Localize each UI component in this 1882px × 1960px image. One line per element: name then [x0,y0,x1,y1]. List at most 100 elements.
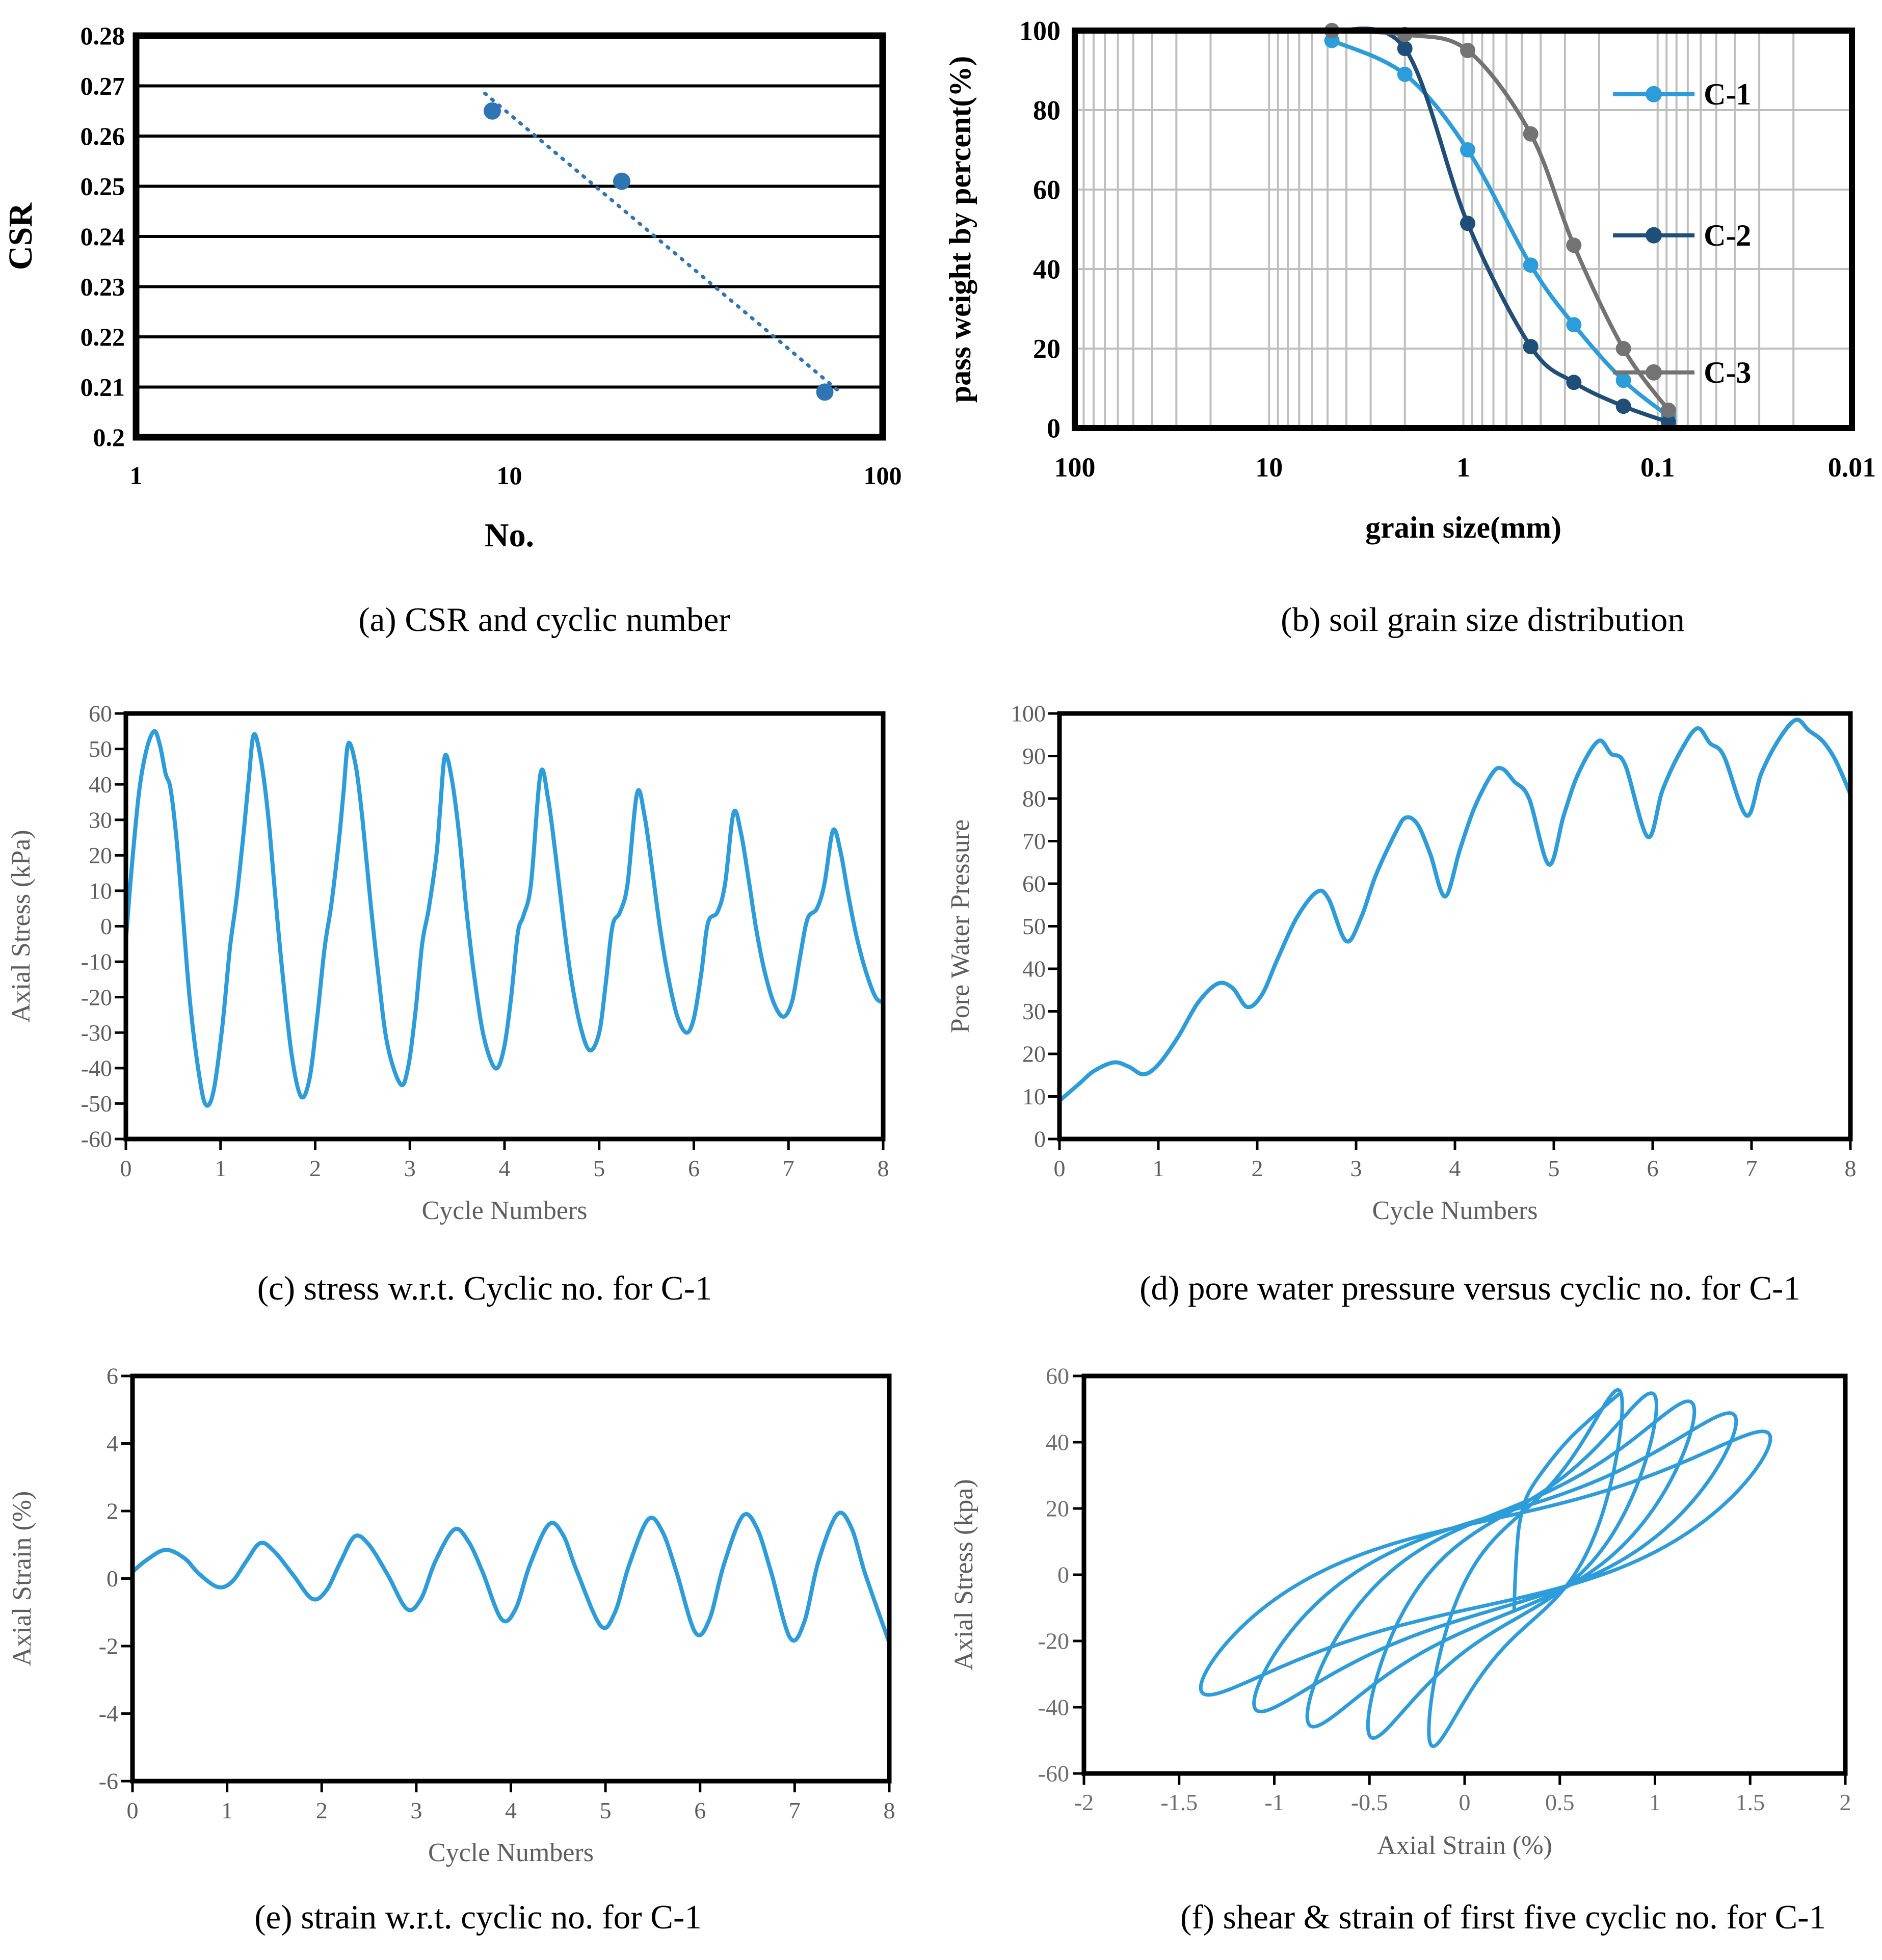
caption-b-text: (b) soil grain size distribution [1281,601,1685,639]
chart-axial-stress-vs-cycles: 0 1 2 3 4 5 6 7 8 -60 -50 -40 -30 -20 -10 0 10 20 30 40 50 60… [7,701,889,1225]
svg-text:5: 5 [600,1797,612,1823]
chart-grain-size-distribution: 100 10 1 0.1 0.01 0 20 40 60 80 100 grain size(mm) p… [943,15,1876,544]
svg-text:Axial Stress (kPa): Axial Stress (kPa) [7,830,36,1022]
svg-text:7: 7 [789,1797,801,1823]
svg-text:Cycle Numbers: Cycle Numbers [428,1838,594,1867]
svg-text:0: 0 [1459,1789,1471,1815]
chart-axial-strain-vs-cycles: 0 1 2 3 4 5 6 7 8 -6 -4 -2 0 2 4 6 Cycle Numbers Axial St… [8,1363,895,1867]
svg-text:0: 0 [1047,413,1061,443]
svg-text:60: 60 [89,701,112,727]
svg-text:0: 0 [1034,1126,1046,1152]
svg-text:40: 40 [1033,254,1061,284]
svg-text:6: 6 [688,1155,700,1181]
svg-text:2: 2 [1840,1789,1851,1815]
svg-text:50: 50 [89,736,112,762]
svg-text:80: 80 [1022,786,1046,812]
chart-csr-vs-cyclic-number: 1 10 100 0.2 0.21 0.22 0.23 0.24 0.25 0.26 0.27 0.2… [2,21,902,554]
caption-e-text: (e) strain w.r.t. cyclic no. for C-1 [254,1898,702,1936]
chart-stress-strain-hysteresis: -2 -1.5 -1 -0.5 0 0.5 1 1.5 2 -60 -40 -20 0 20 40 60 Axi… [949,1363,1851,1860]
svg-text:3: 3 [404,1155,416,1181]
svg-text:-10: -10 [81,949,112,975]
svg-text:7: 7 [783,1155,794,1181]
svg-text:-6: -6 [99,1768,118,1794]
panel-f-hysteresis: -2 -1.5 -1 -0.5 0 0.5 1 1.5 2 -60 -40 -20 0 20 40 60 Axi… [941,1363,1882,1886]
svg-text:40: 40 [89,772,112,798]
svg-text:4: 4 [1449,1155,1461,1181]
svg-text:0.22: 0.22 [81,323,125,351]
caption-f: (f) shear & strain of first five cyclic … [941,1886,1882,1960]
svg-text:-40: -40 [81,1055,112,1081]
svg-text:C-2: C-2 [1704,219,1751,252]
svg-text:1: 1 [1153,1155,1164,1181]
svg-text:grain size(mm): grain size(mm) [1365,511,1561,544]
svg-text:20: 20 [1046,1496,1069,1522]
svg-text:0.28: 0.28 [81,21,125,50]
svg-text:3: 3 [1350,1155,1362,1181]
svg-text:80: 80 [1033,95,1061,125]
caption-a: (a) CSR and cyclic number [0,581,941,703]
svg-text:10: 10 [1022,1083,1046,1109]
panel-e-strain-history: 0 1 2 3 4 5 6 7 8 -6 -4 -2 0 2 4 6 Cycle Numbers Axial St… [0,1363,941,1886]
svg-text:0.25: 0.25 [81,172,125,201]
svg-text:0.27: 0.27 [81,72,125,100]
caption-e: (e) strain w.r.t. cyclic no. for C-1 [0,1886,941,1960]
svg-text:7: 7 [1746,1155,1758,1181]
caption-d-text: (d) pore water pressure versus cyclic no… [1139,1269,1800,1307]
panel-c-stress-history: 0 1 2 3 4 5 6 7 8 -60 -50 -40 -30 -20 -10 0 10 20 30 40 50 60… [0,701,941,1254]
svg-text:4: 4 [499,1155,511,1181]
svg-text:5: 5 [1548,1155,1560,1181]
svg-text:-1: -1 [1264,1789,1284,1815]
svg-text:6: 6 [1647,1155,1659,1181]
svg-text:3: 3 [410,1797,422,1823]
svg-text:0.24: 0.24 [81,222,125,251]
svg-text:8: 8 [878,1155,889,1181]
svg-text:-2: -2 [1074,1789,1094,1815]
svg-text:Cycle Numbers: Cycle Numbers [422,1196,588,1225]
svg-text:2: 2 [309,1155,321,1181]
svg-text:100: 100 [1019,15,1061,46]
svg-text:pass weight by percent(%): pass weight by percent(%) [943,56,977,403]
svg-text:CSR: CSR [2,202,39,270]
svg-text:0.01: 0.01 [1828,452,1876,483]
svg-text:0: 0 [120,1155,132,1181]
svg-text:0.5: 0.5 [1545,1789,1575,1815]
svg-text:2: 2 [316,1797,328,1823]
svg-text:1: 1 [221,1797,233,1823]
svg-text:0.2: 0.2 [93,423,125,452]
caption-f-text: (f) shear & strain of first five cyclic … [1180,1898,1826,1936]
svg-text:0: 0 [1054,1155,1066,1181]
svg-text:60: 60 [1046,1363,1069,1389]
svg-text:1: 1 [1649,1789,1661,1815]
svg-text:C-1: C-1 [1704,77,1751,111]
caption-c: (c) stress w.r.t. Cyclic no. for C-1 [0,1254,941,1366]
svg-text:20: 20 [1022,1041,1046,1067]
svg-text:0: 0 [1057,1562,1069,1588]
caption-d: (d) pore water pressure versus cyclic no… [941,1254,1882,1366]
svg-text:60: 60 [1022,871,1046,897]
svg-text:10: 10 [1255,452,1283,483]
svg-text:100: 100 [1054,452,1096,483]
svg-text:5: 5 [593,1155,605,1181]
svg-text:Axial Strain (%): Axial Strain (%) [1377,1831,1552,1860]
svg-text:0.21: 0.21 [81,373,125,402]
svg-text:70: 70 [1022,828,1046,854]
svg-text:-50: -50 [81,1091,112,1117]
svg-text:Pore Water Pressure: Pore Water Pressure [946,819,975,1033]
svg-text:8: 8 [1845,1155,1857,1181]
svg-text:0: 0 [107,1566,118,1592]
svg-text:No.: No. [485,517,534,554]
svg-text:0.26: 0.26 [81,122,125,150]
svg-text:C-3: C-3 [1704,356,1751,389]
svg-text:4: 4 [107,1431,118,1456]
svg-text:-4: -4 [99,1701,118,1727]
svg-text:1.5: 1.5 [1736,1789,1765,1815]
svg-text:-30: -30 [81,1020,112,1046]
svg-text:Axial Strain (%): Axial Strain (%) [8,1491,37,1666]
panel-a-csr-vs-cycles: 1 10 100 0.2 0.21 0.22 0.23 0.24 0.25 0.26 0.27 0.2… [0,0,941,581]
svg-text:-2: -2 [99,1633,118,1659]
svg-text:-1.5: -1.5 [1160,1789,1198,1815]
svg-text:6: 6 [107,1363,118,1389]
svg-text:10: 10 [89,878,112,904]
svg-text:-0.5: -0.5 [1351,1789,1388,1815]
svg-text:0.1: 0.1 [1640,452,1675,483]
